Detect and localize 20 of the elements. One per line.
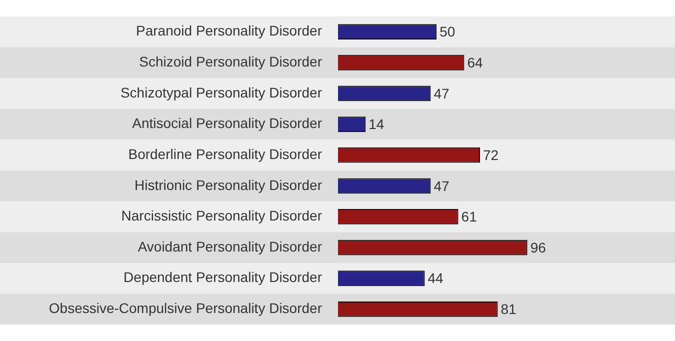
data-label: 61 — [461, 208, 478, 225]
y-tick-label: Obsessive-Compulsive Personality Disorder — [48, 300, 322, 316]
data-label: 44 — [428, 270, 444, 286]
data-label: 47 — [434, 85, 450, 102]
y-tick-label: Dependent Personality Disorder — [124, 269, 322, 286]
y-tick-label: Narcissistic Personality Disorder — [121, 208, 322, 224]
y-tick-label: Schizoid Personality Disorder — [139, 53, 322, 70]
y-tick-label: Borderline Personality Disorder — [128, 146, 322, 162]
data-label: 64 — [467, 54, 484, 70]
data-label: 72 — [482, 146, 499, 163]
y-tick-label: Schizotypal Personality Disorder — [120, 84, 322, 100]
y-tick-label: Antisocial Personality Disorder — [132, 115, 322, 132]
data-label: 81 — [500, 301, 517, 318]
y-tick-label: Paranoid Personality Disorder — [136, 22, 322, 39]
data-label: 47 — [434, 178, 450, 194]
data-label: 96 — [530, 239, 546, 256]
y-tick-label: Avoidant Personality Disorder — [138, 238, 322, 254]
data-label: 14 — [368, 116, 384, 132]
data-label: 50 — [440, 24, 456, 40]
y-tick-label: Histrionic Personality Disorder — [134, 176, 322, 193]
